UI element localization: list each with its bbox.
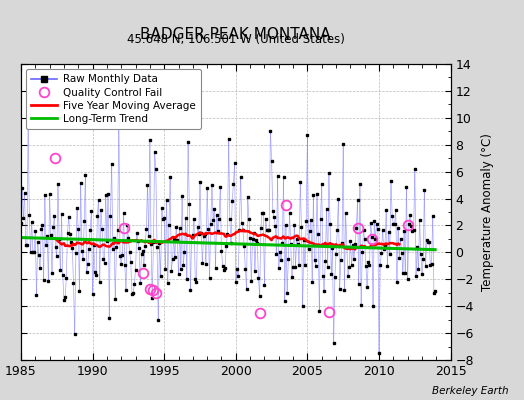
Legend: Raw Monthly Data, Quality Control Fail, Five Year Moving Average, Long-Term Tren: Raw Monthly Data, Quality Control Fail, … <box>26 69 201 129</box>
Text: Berkeley Earth: Berkeley Earth <box>432 386 508 396</box>
Text: 45.648 N, 106.501 W (United States): 45.648 N, 106.501 W (United States) <box>127 33 345 46</box>
Title: BADGER PEAK MONTANA: BADGER PEAK MONTANA <box>140 27 331 42</box>
Y-axis label: Temperature Anomaly (°C): Temperature Anomaly (°C) <box>481 133 494 291</box>
